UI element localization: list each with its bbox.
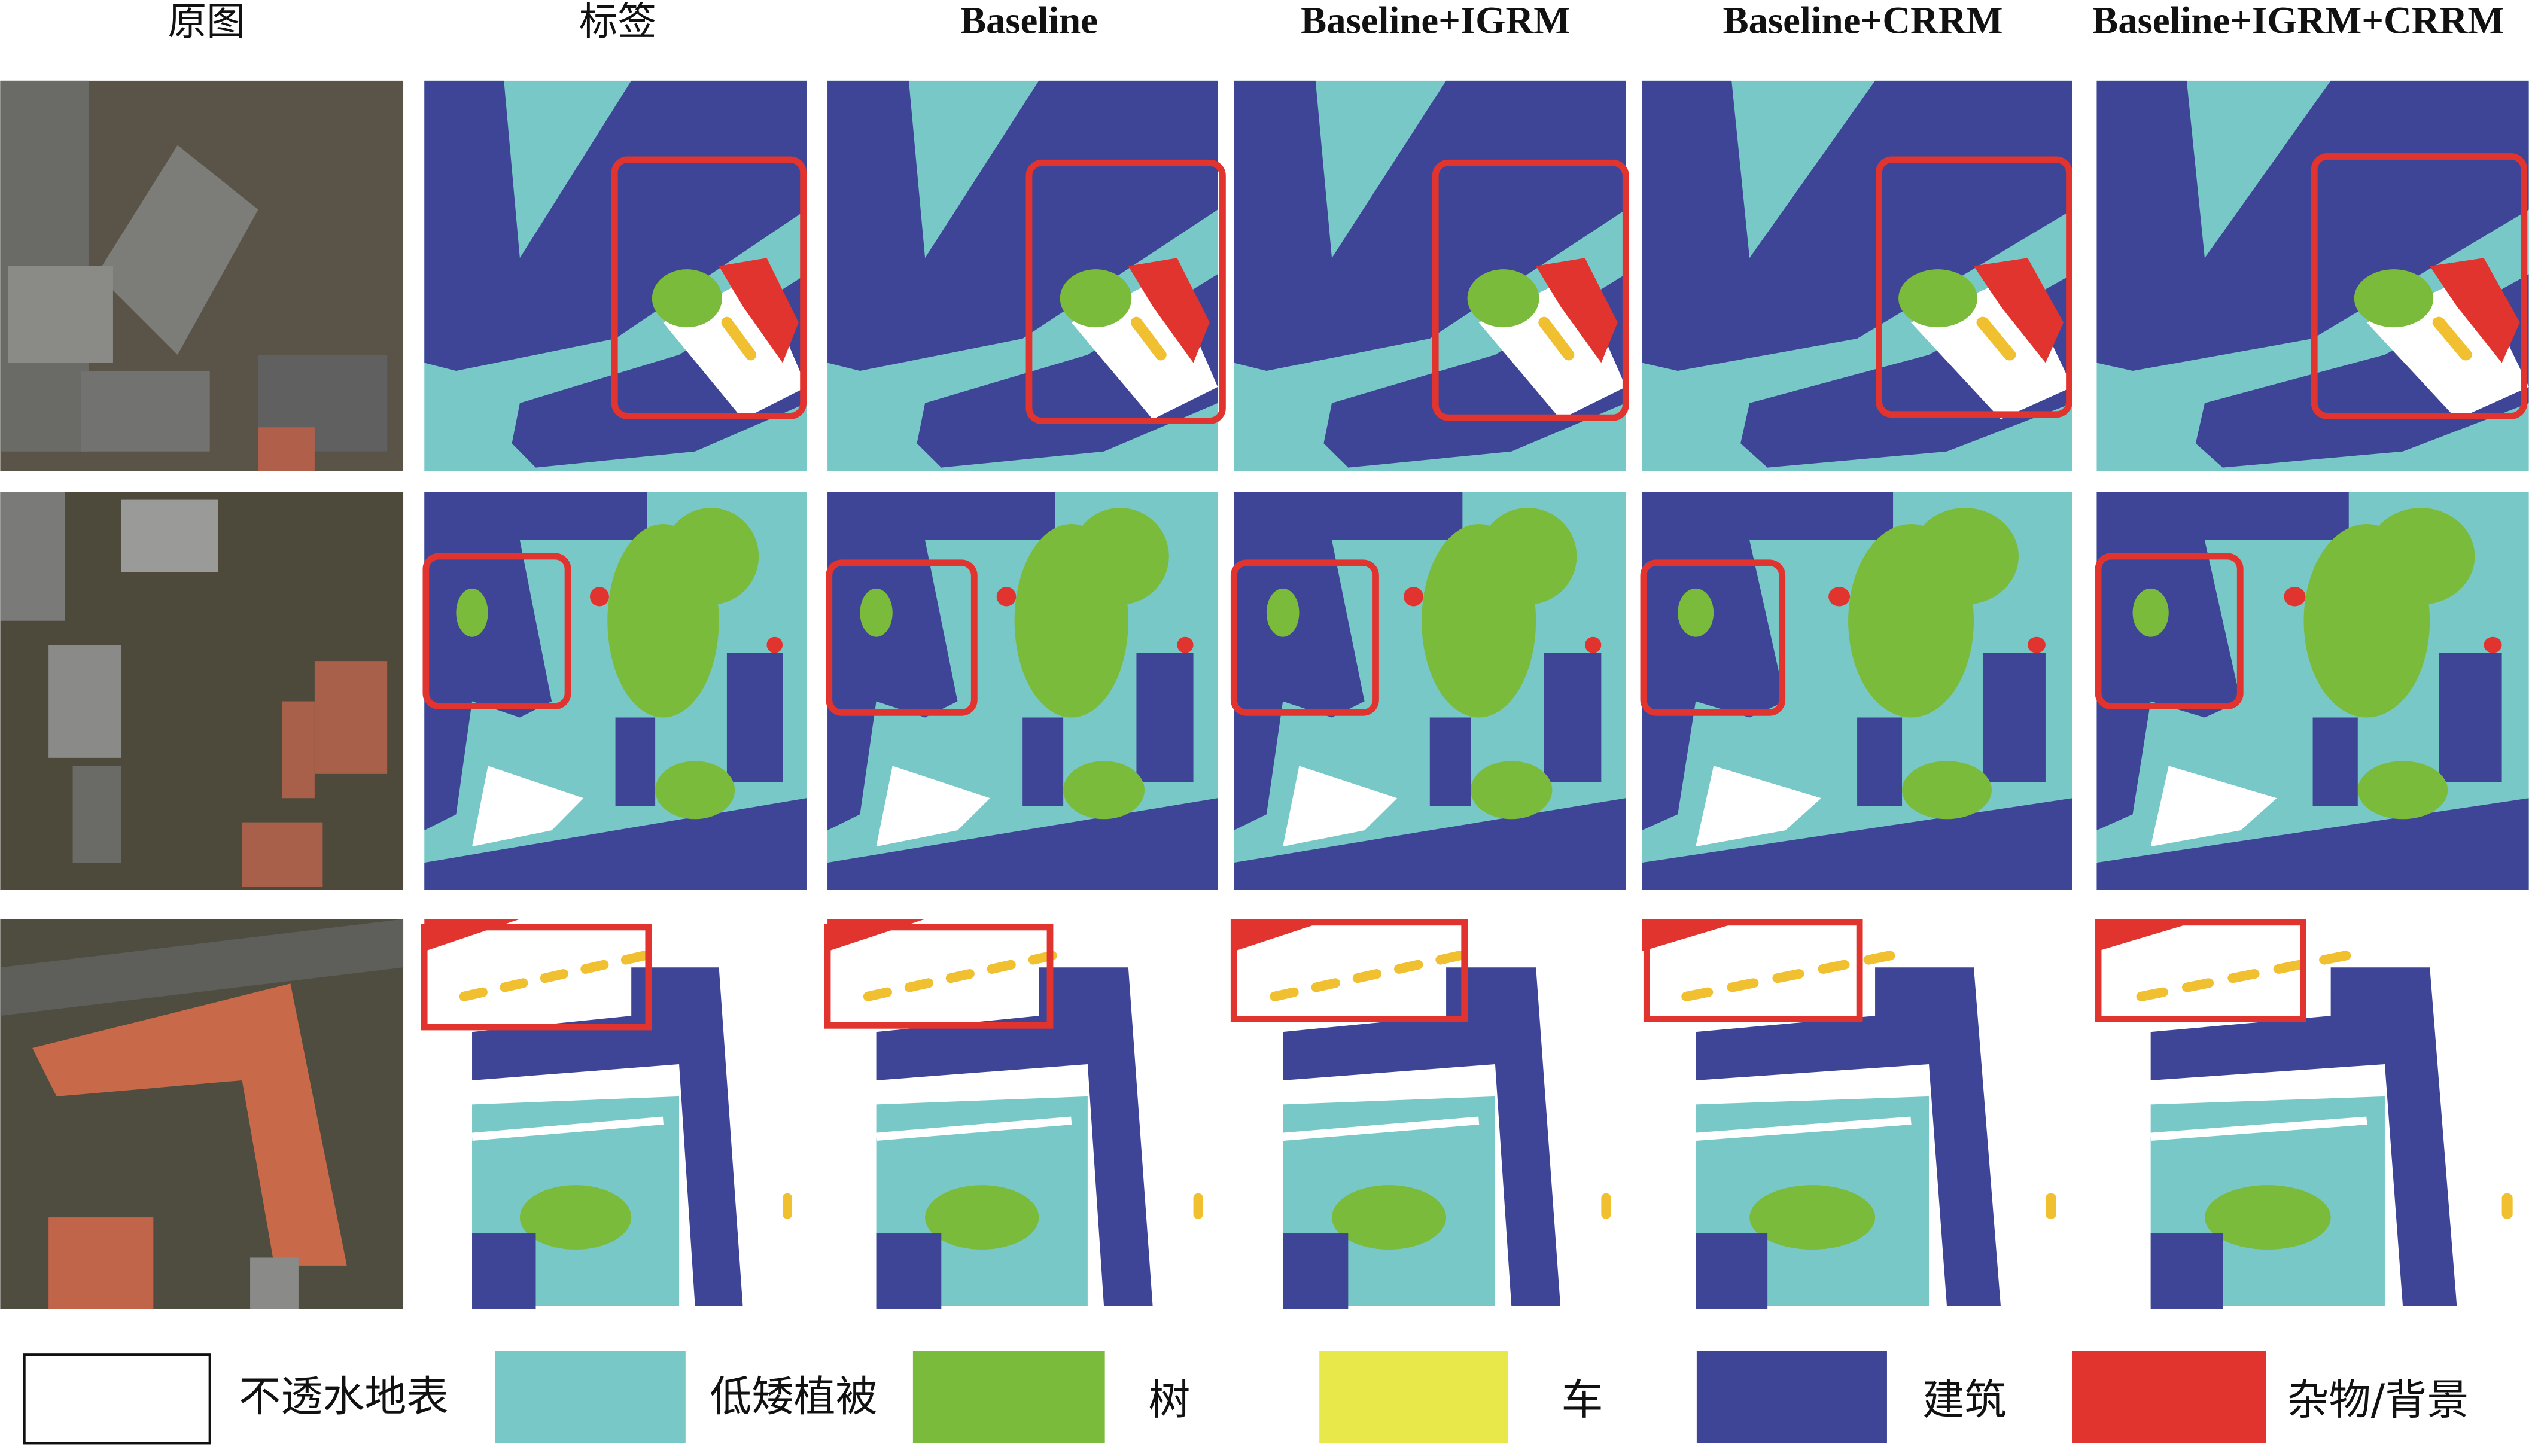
segmentation-grid	[424, 81, 2529, 1309]
segmentation-map	[2096, 919, 2528, 1309]
highlight-box	[1432, 159, 1629, 421]
highlight-box	[422, 553, 571, 710]
segmentation-map	[424, 919, 807, 1309]
legend-label: 杂物/背景	[2287, 1375, 2469, 1424]
highlight-box	[1025, 159, 1226, 424]
legend-label: 不透水地表	[239, 1372, 448, 1421]
legend-swatch	[1319, 1351, 1508, 1443]
highlight-box	[1230, 919, 1468, 1022]
legend-label: 树	[1148, 1375, 1190, 1424]
photos	[0, 80, 404, 1309]
aerial-photo	[0, 80, 404, 471]
column-header: Baseline+IGRM+CRRM	[2092, 0, 2504, 41]
segmentation-map	[827, 81, 1218, 471]
legend-swatch	[912, 1351, 1105, 1443]
column-header: Baseline+IGRM	[1301, 0, 1570, 41]
legend-label: 车	[1561, 1375, 1603, 1424]
aerial-photo	[0, 919, 404, 1309]
segmentation-map	[1642, 492, 2072, 890]
segmentation-map	[2096, 492, 2529, 890]
segmentation-map	[1234, 919, 1626, 1309]
highlight-box	[826, 559, 978, 716]
column-headers: 原图 标签 Baseline Baseline+IGRM Baseline+CR…	[168, 0, 2504, 44]
segmentation-map	[1234, 81, 1626, 471]
legend-swatch	[2072, 1351, 2266, 1443]
column-header: Baseline+CRRM	[1722, 0, 2002, 41]
highlight-box	[1876, 156, 2072, 418]
highlight-box	[421, 924, 652, 1031]
segmentation-map	[424, 492, 807, 890]
highlight-box	[1643, 919, 1863, 1022]
column-header: 原图	[168, 0, 245, 44]
highlight-box	[2311, 153, 2528, 419]
highlight-box	[611, 156, 807, 419]
column-header: 标签	[579, 0, 656, 44]
highlight-boxes	[421, 153, 2528, 1031]
legend-label: 建筑	[1922, 1375, 2006, 1424]
legend-swatch	[1696, 1351, 1887, 1443]
highlight-box	[2095, 553, 2244, 710]
highlight-box	[1230, 559, 1379, 716]
highlight-box	[2095, 919, 2306, 1022]
legend: 不透水地表 低矮植被 树 车 建筑 杂物/背景	[23, 1351, 2469, 1445]
highlight-box	[824, 924, 1054, 1029]
segmentation-map	[1234, 492, 1626, 890]
legend-swatch	[495, 1351, 686, 1443]
legend-label: 低矮植被	[710, 1372, 877, 1421]
highlight-box	[1640, 559, 1786, 716]
segmentation-map	[827, 919, 1218, 1309]
legend-swatch	[23, 1353, 211, 1445]
segmentation-map	[827, 492, 1218, 890]
aerial-photo	[0, 492, 404, 890]
column-header: Baseline	[960, 0, 1098, 41]
